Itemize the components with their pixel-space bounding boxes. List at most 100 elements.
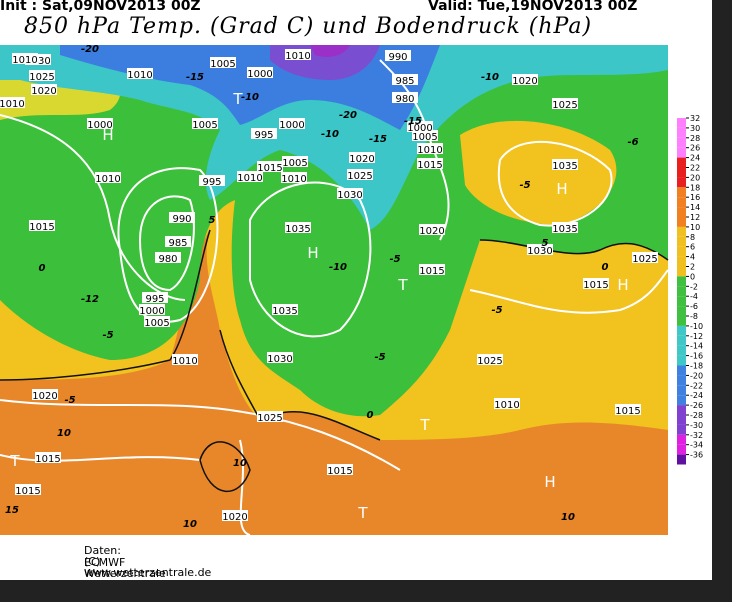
isobar-label: 1000 bbox=[87, 120, 112, 131]
isobar-label: 1025 bbox=[257, 413, 282, 424]
colorbar-label: 30 bbox=[690, 124, 700, 133]
colorbar-cell bbox=[677, 187, 686, 198]
label-bg bbox=[29, 70, 55, 81]
colorbar-label: 0 bbox=[690, 272, 695, 281]
colorbar-cell bbox=[677, 137, 686, 148]
colorbar-cell bbox=[677, 246, 686, 257]
isobar-label: 1010 bbox=[0, 99, 25, 110]
isobar-label: 1035 bbox=[552, 224, 577, 235]
colorbar-cell bbox=[677, 444, 686, 455]
label-bg bbox=[257, 161, 283, 172]
colorbar-label: 6 bbox=[690, 243, 695, 252]
colorbar-label: -14 bbox=[690, 342, 703, 351]
label-bg bbox=[285, 49, 311, 60]
label-bg bbox=[127, 68, 153, 79]
isobar-label: 1025 bbox=[477, 356, 502, 367]
colorbar-label: -6 bbox=[690, 302, 698, 311]
colorbar-label: 32 bbox=[690, 114, 700, 123]
colorbar-cell bbox=[677, 127, 686, 138]
colorbar-cell bbox=[677, 167, 686, 178]
colorbar-label: 26 bbox=[690, 144, 700, 153]
isobar-label: 1005 bbox=[192, 120, 217, 131]
valid-time: Valid: Tue,19NOV2013 00Z bbox=[428, 0, 638, 14]
isotherm-label: -10 bbox=[321, 129, 339, 140]
label-bg bbox=[199, 175, 225, 186]
colorbar-cell bbox=[677, 306, 686, 316]
pressure-center: T bbox=[397, 276, 408, 294]
label-bg bbox=[139, 304, 165, 315]
label-bg bbox=[552, 98, 578, 109]
colorbar-cell bbox=[677, 236, 686, 247]
pressure-center: T bbox=[419, 416, 430, 434]
colorbar-label: 22 bbox=[690, 164, 700, 173]
isotherm-label: 0 bbox=[39, 263, 46, 274]
colorbar-label: 10 bbox=[690, 223, 700, 232]
label-bg bbox=[419, 264, 445, 275]
isobar-label: 1010 bbox=[127, 70, 152, 81]
map-title: 850 hPa Temp. (Grad C) und Bodendruck (h… bbox=[24, 14, 593, 39]
isobar-label: 1005 bbox=[210, 59, 235, 70]
colorbar-label: -4 bbox=[690, 292, 698, 301]
isobar-label: 995 bbox=[254, 130, 273, 141]
colorbar-label: 8 bbox=[690, 233, 695, 242]
isobar-label: 1000 bbox=[139, 306, 164, 317]
label-bg bbox=[412, 130, 438, 141]
colorbar-label: 28 bbox=[690, 134, 700, 143]
colorbar-label: -20 bbox=[690, 371, 703, 380]
label-bg bbox=[155, 252, 181, 263]
label-bg bbox=[169, 212, 195, 223]
label-bg bbox=[494, 398, 520, 409]
label-bg bbox=[337, 188, 363, 199]
label-bg bbox=[527, 244, 553, 255]
colorbar-label: 12 bbox=[690, 213, 700, 222]
isotherm-label: 10 bbox=[57, 428, 71, 439]
isotherm-label: -12 bbox=[81, 294, 99, 305]
isotherm-label: 0 bbox=[367, 410, 374, 421]
colorbar-label: -18 bbox=[690, 362, 703, 371]
pressure-center: T bbox=[232, 90, 243, 108]
isobar-label: 980 bbox=[395, 94, 414, 105]
colorbar-cell bbox=[677, 177, 686, 188]
colorbar-cell bbox=[677, 226, 686, 237]
colorbar-cell bbox=[677, 157, 686, 168]
isobar-label: 990 bbox=[388, 52, 407, 63]
isobar-label: 1010 bbox=[281, 174, 306, 185]
isotherm-label: 0 bbox=[602, 262, 609, 273]
isotherm-label: 5 bbox=[542, 238, 549, 249]
isobar-label: 1010 bbox=[95, 174, 120, 185]
label-bg bbox=[281, 172, 307, 183]
colorbar-label: -22 bbox=[690, 381, 703, 390]
label-bg bbox=[282, 156, 308, 167]
isobar-label: 1005 bbox=[144, 318, 169, 329]
isobar-label: 1015 bbox=[419, 266, 444, 277]
pressure-center: T bbox=[9, 452, 20, 470]
colorbar-label: 18 bbox=[690, 183, 700, 192]
label-bg bbox=[222, 510, 248, 521]
colorbar-label: -26 bbox=[690, 401, 703, 410]
isobar-label: 1035 bbox=[285, 224, 310, 235]
isobar-label: 1020 bbox=[512, 76, 537, 87]
isotherm-label: 10 bbox=[233, 458, 247, 469]
colorbar-label: 16 bbox=[690, 193, 700, 202]
isobar-label: 985 bbox=[395, 76, 414, 87]
label-bg bbox=[247, 67, 273, 78]
isotherm-label: 15 bbox=[5, 505, 19, 516]
pressure-center: H bbox=[556, 180, 567, 198]
isobar-label: 1030 bbox=[337, 190, 362, 201]
colorbar-cell bbox=[677, 395, 686, 406]
isotherm-label: -5 bbox=[374, 352, 385, 363]
init-time: Init : Sat,09NOV2013 00Z bbox=[0, 0, 201, 14]
colorbar-label: -36 bbox=[690, 451, 703, 460]
colorbar-label: -32 bbox=[690, 431, 703, 440]
label-bg bbox=[419, 224, 445, 235]
isobar-label: 1030 bbox=[527, 246, 552, 257]
isobar-label: 1005 bbox=[282, 158, 307, 169]
isobar-label: 1035 bbox=[272, 306, 297, 317]
isobar-label: 1020 bbox=[349, 154, 374, 165]
colorbar-cell bbox=[677, 266, 686, 277]
isobar-label: 1010 bbox=[12, 55, 37, 66]
isotherm-label: -10 bbox=[329, 262, 347, 273]
isotherm-label: -5 bbox=[389, 254, 400, 265]
label-bg bbox=[87, 118, 113, 129]
label-bg bbox=[31, 84, 57, 95]
